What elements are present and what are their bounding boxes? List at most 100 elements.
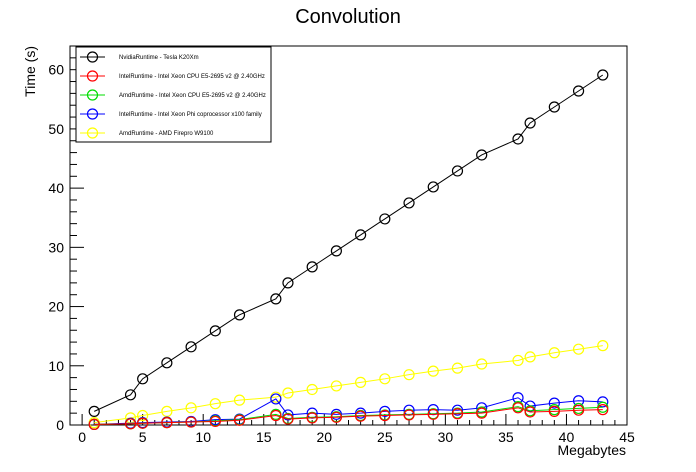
- data-point: [306, 412, 318, 424]
- data-point: [306, 383, 318, 396]
- y-tick-label: 40: [48, 180, 64, 196]
- data-point: [427, 365, 439, 377]
- data-point: [209, 325, 221, 337]
- data-point: [512, 402, 524, 414]
- data-point: [185, 416, 197, 428]
- data-point: [88, 405, 100, 417]
- data-point: [270, 393, 282, 405]
- data-point: [451, 165, 464, 177]
- data-point: [137, 409, 149, 422]
- data-point: [124, 418, 137, 430]
- x-tick-label: 25: [377, 429, 393, 445]
- data-point: [270, 293, 282, 305]
- legend-label: NvidiaRuntime - Tesla K20Xm: [119, 55, 199, 61]
- x-tick-label: 15: [256, 429, 272, 445]
- data-point: [548, 405, 560, 417]
- legend-box: [75, 46, 272, 143]
- axes-group: 0 5 10 15 20 25 30 35 40 45 0 10 20 30 40 50 60: [48, 57, 635, 445]
- legend-label: AmdRuntime - AMD Firepro W9100: [119, 131, 214, 137]
- y-tick-label: 20: [48, 299, 64, 315]
- legend-entry: AmdRuntime - AMD Firepro W9100: [80, 127, 214, 139]
- data-point: [403, 409, 415, 421]
- x-tick-label: 20: [316, 429, 332, 445]
- data-point: [282, 413, 294, 425]
- data-point: [233, 394, 246, 406]
- data-point: [512, 354, 524, 367]
- legend-marker: [86, 127, 99, 139]
- data-point: [476, 358, 488, 370]
- x-tick-label: 45: [619, 429, 635, 445]
- data-point: [330, 380, 342, 392]
- data-point: [88, 418, 100, 431]
- data-point: [572, 85, 585, 97]
- data-point: [451, 362, 464, 374]
- y-tick-label: 50: [48, 121, 64, 137]
- data-point: [524, 351, 536, 363]
- data-point: [572, 343, 585, 355]
- data-point: [451, 408, 464, 420]
- series-line: [94, 345, 603, 424]
- data-point: [355, 229, 367, 241]
- data-point: [185, 341, 197, 353]
- data-point: [270, 409, 282, 422]
- data-point: [379, 213, 391, 225]
- x-axis-title: Megabytes: [558, 442, 626, 458]
- legend-label: AmdRuntime - Intel Xeon CPU E5-2695 v2 @…: [119, 93, 266, 99]
- data-point: [427, 181, 439, 193]
- legend-marker: [86, 51, 99, 63]
- data-point: [379, 405, 391, 417]
- data-point: [403, 369, 415, 381]
- data-point: [137, 373, 149, 385]
- data-point: [137, 417, 149, 429]
- x-tick-label: 35: [498, 429, 514, 445]
- data-point: [597, 69, 609, 81]
- data-point: [355, 376, 367, 388]
- data-point: [548, 347, 560, 359]
- x-tick-label: 40: [559, 429, 575, 445]
- data-point: [548, 397, 560, 409]
- data-point: [524, 406, 536, 418]
- data-point: [124, 389, 137, 401]
- series-0: [88, 69, 609, 417]
- data-point: [476, 149, 488, 161]
- data-point: [597, 404, 609, 416]
- data-point: [306, 261, 318, 273]
- data-point: [330, 245, 342, 257]
- x-tick-label: 0: [78, 429, 86, 445]
- data-point: [161, 417, 173, 429]
- legend-label: IntelRuntime - Intel Xeon Phi coprocesso…: [119, 112, 262, 118]
- legend-entry: NvidiaRuntime - Tesla K20Xm: [80, 51, 199, 63]
- x-tick-label: 10: [195, 429, 211, 445]
- legend-marker: [86, 108, 99, 120]
- data-point: [161, 357, 173, 369]
- series-line: [94, 407, 603, 425]
- data-point: [451, 404, 464, 416]
- legend-marker: [86, 70, 99, 82]
- data-point: [379, 373, 391, 385]
- data-point: [209, 415, 221, 428]
- data-point: [403, 197, 415, 209]
- legend-entry: IntelRuntime - Intel Xeon CPU E5-2695 v2…: [80, 70, 265, 82]
- legend: NvidiaRuntime - Tesla K20Xm IntelRuntime …: [75, 46, 272, 143]
- data-point: [355, 410, 367, 422]
- data-point: [330, 411, 342, 423]
- y-tick-label: 60: [48, 62, 64, 78]
- y-tick-label: 10: [48, 358, 64, 374]
- legend-label: IntelRuntime - Intel Xeon CPU E5-2695 v2…: [119, 74, 265, 80]
- data-point: [233, 309, 246, 321]
- series-4: [88, 340, 609, 429]
- legend-entry: IntelRuntime - Intel Xeon Phi coprocesso…: [80, 108, 262, 120]
- data-point: [427, 408, 439, 420]
- y-tick-label: 0: [56, 417, 64, 433]
- data-point: [476, 407, 488, 419]
- legend-marker: [86, 89, 99, 101]
- data-point: [282, 277, 294, 289]
- data-point: [209, 398, 221, 410]
- series-1: [88, 402, 609, 431]
- data-point: [597, 340, 609, 352]
- series-line: [94, 397, 603, 425]
- data-point: [597, 396, 609, 408]
- data-point: [282, 409, 294, 421]
- chart-title: Convolution: [295, 6, 401, 28]
